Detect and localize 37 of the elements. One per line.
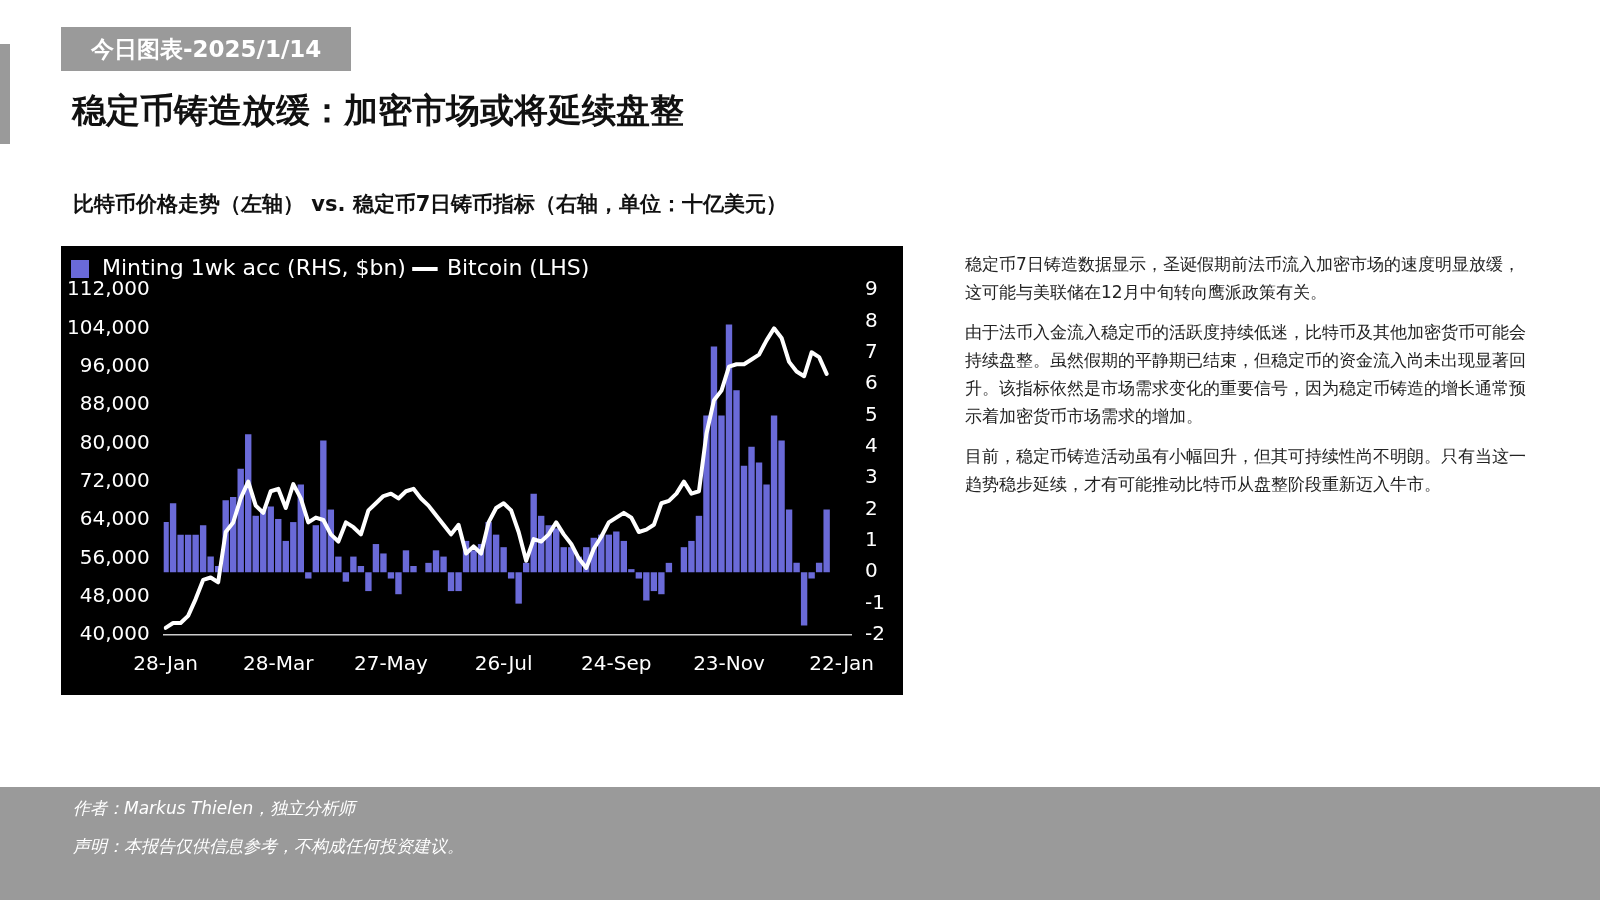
y2-tick-label: 7 bbox=[865, 338, 878, 363]
text: 今日图表-2025/1/14 bbox=[61, 27, 352, 71]
y-tick-label: 104,000 bbox=[66, 314, 150, 339]
y2-tick-label: -2 bbox=[865, 621, 886, 646]
y2-tick-label: -1 bbox=[865, 589, 886, 614]
y-tick-label: 40,000 bbox=[79, 621, 150, 646]
y2-tick-label: 8 bbox=[865, 307, 878, 332]
x-tick-label: 23-Nov bbox=[693, 651, 765, 676]
x-tick-label: 27-May bbox=[353, 651, 429, 676]
y2-tick-label: 9 bbox=[865, 276, 878, 301]
y-tick-label: 64,000 bbox=[79, 506, 150, 531]
x-tick-label: 28-Mar bbox=[243, 651, 315, 676]
y-tick-label: 56,000 bbox=[79, 544, 150, 569]
y2-tick-label: 5 bbox=[865, 401, 878, 426]
x-tick-label: 28-Jan bbox=[133, 651, 198, 676]
chart-subtitle: 比特币价格走势（左轴） vs. 稳定币7日铸币指标（右轴，单位：十亿美元） bbox=[73, 191, 788, 218]
y2-tick-label: 0 bbox=[865, 558, 878, 583]
chart-title: 稳定币铸造放缓：加密市场或将延续盘整 bbox=[72, 89, 684, 132]
text: 稳定币7日铸造数据显示，圣诞假期前法币流入加密市场的速度明显放缓，这可能与美联储在12月中旬转向鹰派政策有关。 bbox=[965, 253, 1521, 304]
y-tick-label: 80,000 bbox=[79, 429, 150, 454]
y-tick-label: 88,000 bbox=[79, 391, 150, 416]
y-tick-label: 96,000 bbox=[79, 352, 150, 377]
x-tick-label: 26-Jul bbox=[474, 651, 533, 676]
y2-tick-label: 1 bbox=[865, 527, 878, 552]
text: 目前，稳定币铸造活动虽有小幅回升，但其可持续性尚不明朗。只有当这一趋势稳步延续，才有可能推动比特币从盘整阶段重新迈入牛市。 bbox=[965, 445, 1527, 496]
text: 作者：Markus Thielen，独立分析师 bbox=[73, 797, 356, 820]
y-tick-label: 48,000 bbox=[79, 582, 150, 607]
y2-tick-label: 6 bbox=[865, 370, 878, 395]
y2-tick-label: 4 bbox=[865, 433, 878, 458]
text: 声明：本报告仅供信息参考，不构成任何投资建议。 bbox=[73, 835, 464, 858]
y-tick-label: 72,000 bbox=[79, 467, 150, 492]
x-tick-label: 22-Jan bbox=[809, 651, 874, 676]
x-tick-label: 24-Sep bbox=[581, 651, 652, 676]
legend-label: Bitcoin (LHS) bbox=[446, 254, 590, 280]
y2-tick-label: 2 bbox=[865, 495, 878, 520]
y2-tick-label: 3 bbox=[865, 464, 878, 489]
text: 由于法币入金流入稳定币的活跃度持续低迷，比特币及其他加密货币可能会持续盘整。虽然假期的平静期已结束，但稳定币的资金流入尚未出现显著回升。该指标依然是市场需求变化的重要信号，因为稳定币铸造的增长通常预示着加密货币市场需求的增加。 bbox=[965, 321, 1527, 428]
